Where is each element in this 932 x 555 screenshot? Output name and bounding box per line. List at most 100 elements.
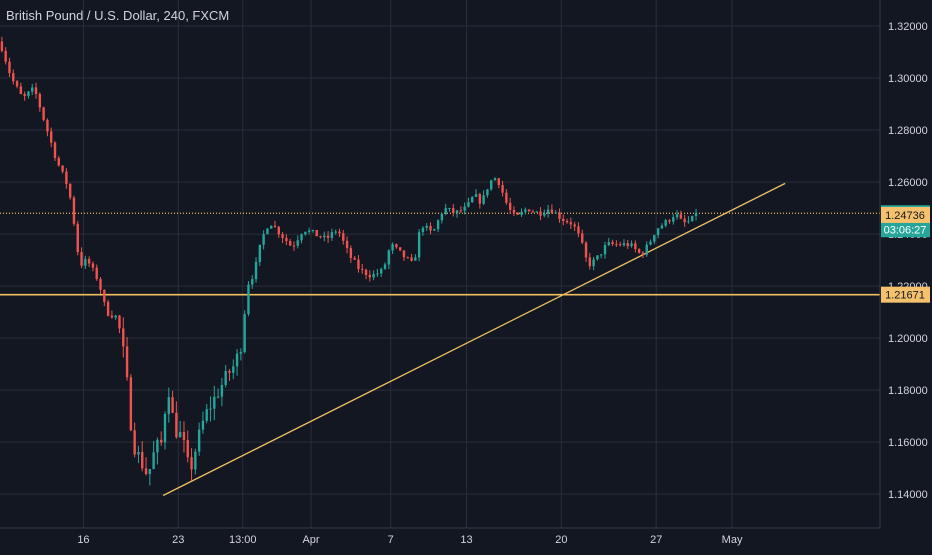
candle-body (91, 263, 95, 268)
candle-body (380, 268, 383, 274)
candle-down (668, 219, 671, 224)
candle-body (675, 214, 679, 218)
candle-down (141, 441, 144, 472)
candle-down (288, 238, 292, 246)
candle-down (508, 197, 512, 214)
candle-up (220, 378, 224, 407)
candle-up (596, 255, 599, 261)
candle-body (345, 240, 349, 249)
x-tick-label: Apr (302, 534, 319, 546)
candle-body (634, 243, 637, 250)
candle-down (65, 168, 68, 189)
candle-body (660, 225, 664, 229)
candle-body (251, 279, 254, 285)
candle-down (133, 422, 136, 458)
candle-body (95, 267, 98, 280)
candle-body (319, 236, 322, 238)
candle-body (425, 225, 428, 228)
candle-body (326, 235, 330, 238)
candle-body (482, 195, 485, 204)
candle-body (220, 384, 224, 397)
candle-body (46, 119, 49, 132)
candle-down (410, 253, 413, 262)
candle-body (129, 377, 133, 431)
candle-body (391, 244, 394, 251)
candle-body (577, 226, 580, 234)
candle-down (46, 118, 49, 137)
candle-down (106, 299, 110, 317)
candle-down (91, 261, 95, 272)
candle-up (330, 228, 334, 241)
candle-body (190, 457, 193, 470)
candle-body (277, 226, 280, 235)
candle-body (122, 328, 125, 347)
candle-body (156, 439, 159, 453)
candle-body (668, 220, 671, 222)
candle-up (266, 227, 269, 235)
candle-body (581, 233, 584, 243)
candle-body (490, 180, 493, 190)
candle-down (34, 82, 38, 99)
level-label-bg (881, 206, 930, 223)
x-tick-label: 16 (77, 534, 89, 546)
candle-body (34, 87, 38, 94)
candle-down (125, 336, 129, 381)
candle-up (482, 190, 485, 206)
trend-lines[interactable] (162, 182, 786, 497)
candle-up (194, 448, 197, 475)
candle-body (247, 284, 250, 315)
candle-down (497, 177, 500, 189)
candle-up (178, 420, 182, 438)
candle-body (637, 249, 641, 253)
candle-up (148, 468, 152, 486)
candle-body (144, 468, 148, 475)
candle-down (402, 250, 406, 261)
candle-up (440, 212, 444, 224)
candle-body (421, 227, 425, 233)
candle-body (406, 257, 409, 259)
candle-up (307, 227, 311, 235)
candle-down (281, 231, 284, 244)
candle-body (8, 61, 11, 74)
candle-body (626, 243, 629, 247)
candle-body (80, 252, 83, 266)
candle-up (216, 388, 220, 399)
candle-body (641, 252, 645, 255)
candle-down (679, 210, 683, 220)
x-tick-label: 20 (555, 534, 567, 546)
candle-body (285, 237, 288, 242)
trend-line[interactable] (162, 182, 786, 497)
candle-body (27, 91, 30, 96)
candle-body (615, 244, 618, 246)
candle-down (190, 448, 193, 481)
candle-up (163, 411, 167, 450)
candle-up (486, 189, 489, 198)
candle-body (508, 202, 512, 210)
candle-body (611, 242, 614, 245)
candle-body (311, 230, 315, 232)
x-tick-label: 13:00 (229, 534, 257, 546)
level-label-bg (881, 286, 930, 303)
x-tick-label: May (722, 534, 743, 546)
candle-up (535, 210, 538, 213)
candle-body (691, 215, 694, 222)
candle-down (319, 235, 322, 239)
level-label: 1.21671 (885, 290, 925, 302)
candle-body (376, 273, 379, 275)
horizontal-levels[interactable] (0, 212, 880, 296)
candle-body (543, 213, 546, 216)
candle-down (4, 47, 7, 65)
candle-body (516, 212, 519, 215)
candle-up (444, 203, 447, 216)
candle-body (562, 218, 565, 221)
candle-body (15, 81, 19, 87)
candle-body (266, 228, 269, 235)
candle-body (125, 346, 129, 378)
candle-body (118, 315, 121, 329)
candle-up (258, 244, 262, 266)
y-tick-label: 1.20000 (888, 333, 928, 345)
candle-up (243, 310, 246, 354)
candle-down (406, 256, 409, 259)
